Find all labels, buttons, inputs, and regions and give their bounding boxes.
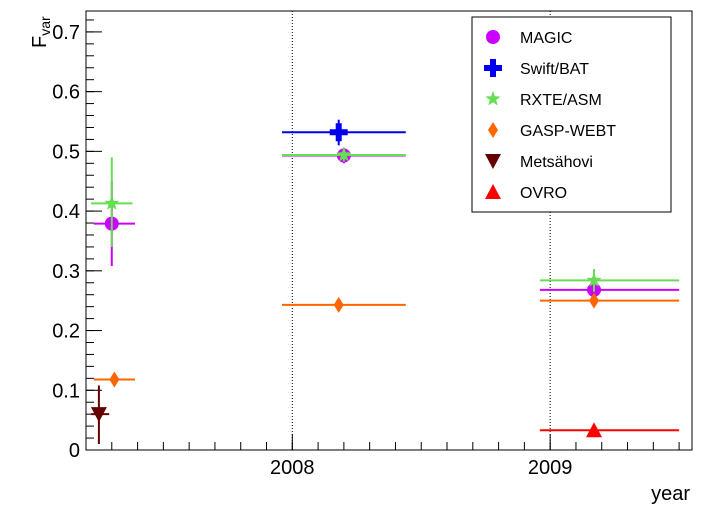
- y-tick-label: 0.7: [52, 22, 80, 44]
- point-magic-1: [93, 181, 135, 267]
- y-axis-title: Fvar: [29, 16, 53, 48]
- legend-item-magic: MAGIC: [486, 30, 572, 47]
- x-tick-label: 2008: [270, 457, 315, 479]
- marker-star: [104, 195, 120, 210]
- y-axis-title-sub: var: [37, 16, 53, 36]
- point-rxte-asm-2: [281, 146, 406, 162]
- y-axis-title-main: F: [29, 36, 51, 48]
- y-tick-label: 0.4: [52, 201, 80, 223]
- point-swift-bat-1: [281, 119, 406, 146]
- series-layer: [90, 119, 680, 445]
- point-gasp-webt-1: [93, 371, 135, 388]
- legend-item-gasp-webt: GASP-WEBT: [488, 122, 616, 140]
- marker-star: [586, 272, 602, 287]
- legend-item-ovro: OVRO: [485, 184, 567, 202]
- point-rxte-asm-3: [539, 269, 680, 292]
- legend-label: MAGIC: [520, 30, 572, 47]
- y-tick-label: 0.5: [52, 141, 80, 163]
- legend-label: Metsähovi: [520, 154, 593, 171]
- legend: MAGIC Swift/BAT RXTE/ASM GASP-WEBT Metsähovi…: [471, 16, 672, 213]
- marker-diamond: [333, 296, 344, 313]
- legend-item-swift-bat: Swift/BAT: [484, 59, 589, 78]
- plot-frame: [85, 10, 693, 451]
- point-mets-hovi-1: [90, 385, 110, 445]
- legend-label: RXTE/ASM: [520, 92, 602, 109]
- legend-marker-triangle-down: [485, 154, 501, 169]
- legend-item-mets-hovi: Metsähovi: [485, 154, 593, 171]
- x-tick-label: 2009: [528, 457, 573, 479]
- axis-layer: 0 0.1 0.2 0.3 0.4 0.5 0.6 0.7 2008 2009: [52, 19, 680, 479]
- legend-marker-star: [485, 91, 501, 106]
- legend-marker-circle: [486, 30, 500, 44]
- y-tick-label: 0.1: [52, 380, 80, 402]
- legend-label: Swift/BAT: [520, 61, 589, 78]
- marker-triangle-down: [90, 407, 107, 423]
- legend-label: GASP-WEBT: [520, 123, 616, 140]
- legend-marker-diamond: [488, 122, 498, 138]
- marker-cross: [329, 123, 348, 142]
- y-tick-label: 0.2: [52, 321, 80, 343]
- legend-marker-triangle-up: [485, 184, 501, 199]
- x-axis-title: year: [651, 483, 690, 505]
- y-tick-label: 0.3: [52, 261, 80, 283]
- marker-diamond: [109, 371, 120, 388]
- y-tick-label: 0: [69, 440, 80, 462]
- legend-item-rxte-asm: RXTE/ASM: [485, 91, 602, 109]
- y-tick-label: 0.6: [52, 82, 80, 104]
- point-gasp-webt-3: [539, 292, 680, 309]
- marker-star: [336, 146, 352, 162]
- legend-box: [471, 16, 672, 213]
- grid-layer: [291, 11, 551, 450]
- legend-marker-cross: [484, 59, 502, 77]
- point-gasp-webt-2: [281, 296, 406, 313]
- marker-diamond: [589, 292, 600, 309]
- marker-triangle-up: [586, 422, 603, 438]
- point-rxte-asm-1: [91, 157, 133, 247]
- point-ovro-1: [539, 422, 680, 438]
- legend-label: OVRO: [520, 185, 567, 202]
